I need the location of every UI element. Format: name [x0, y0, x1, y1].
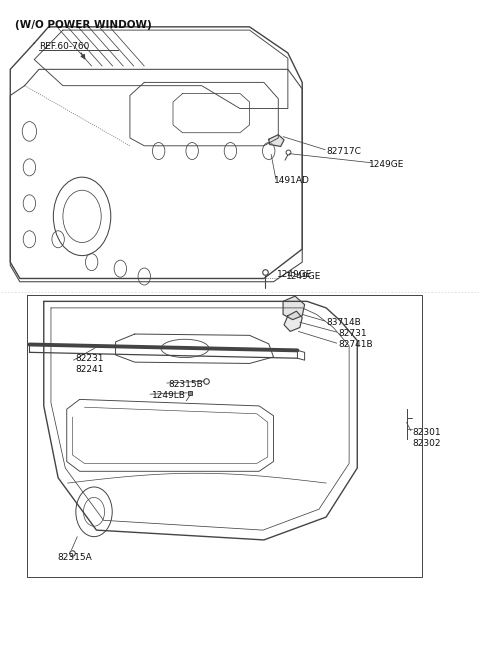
Polygon shape — [283, 296, 305, 320]
Text: 83714B: 83714B — [326, 318, 361, 327]
Text: 82731: 82731 — [338, 329, 367, 338]
Text: 1249GE: 1249GE — [369, 160, 405, 168]
Text: 1249GE: 1249GE — [277, 270, 312, 279]
Text: 1491AD: 1491AD — [274, 176, 310, 185]
Text: 1249LB: 1249LB — [152, 391, 185, 400]
Text: 82315B: 82315B — [168, 380, 203, 389]
Polygon shape — [269, 135, 284, 147]
Text: 82241: 82241 — [75, 365, 103, 375]
Text: 82717C: 82717C — [326, 147, 361, 155]
Text: 82231: 82231 — [75, 354, 103, 364]
Text: 82315A: 82315A — [57, 553, 92, 562]
Text: 1249GE: 1249GE — [286, 272, 321, 281]
Text: 82302: 82302 — [412, 439, 441, 447]
Text: (W/O POWER WINDOW): (W/O POWER WINDOW) — [15, 20, 152, 30]
Text: REF.60-760: REF.60-760 — [39, 42, 89, 51]
Polygon shape — [284, 311, 302, 331]
Text: 82741B: 82741B — [338, 340, 373, 349]
Text: 82301: 82301 — [412, 428, 441, 437]
